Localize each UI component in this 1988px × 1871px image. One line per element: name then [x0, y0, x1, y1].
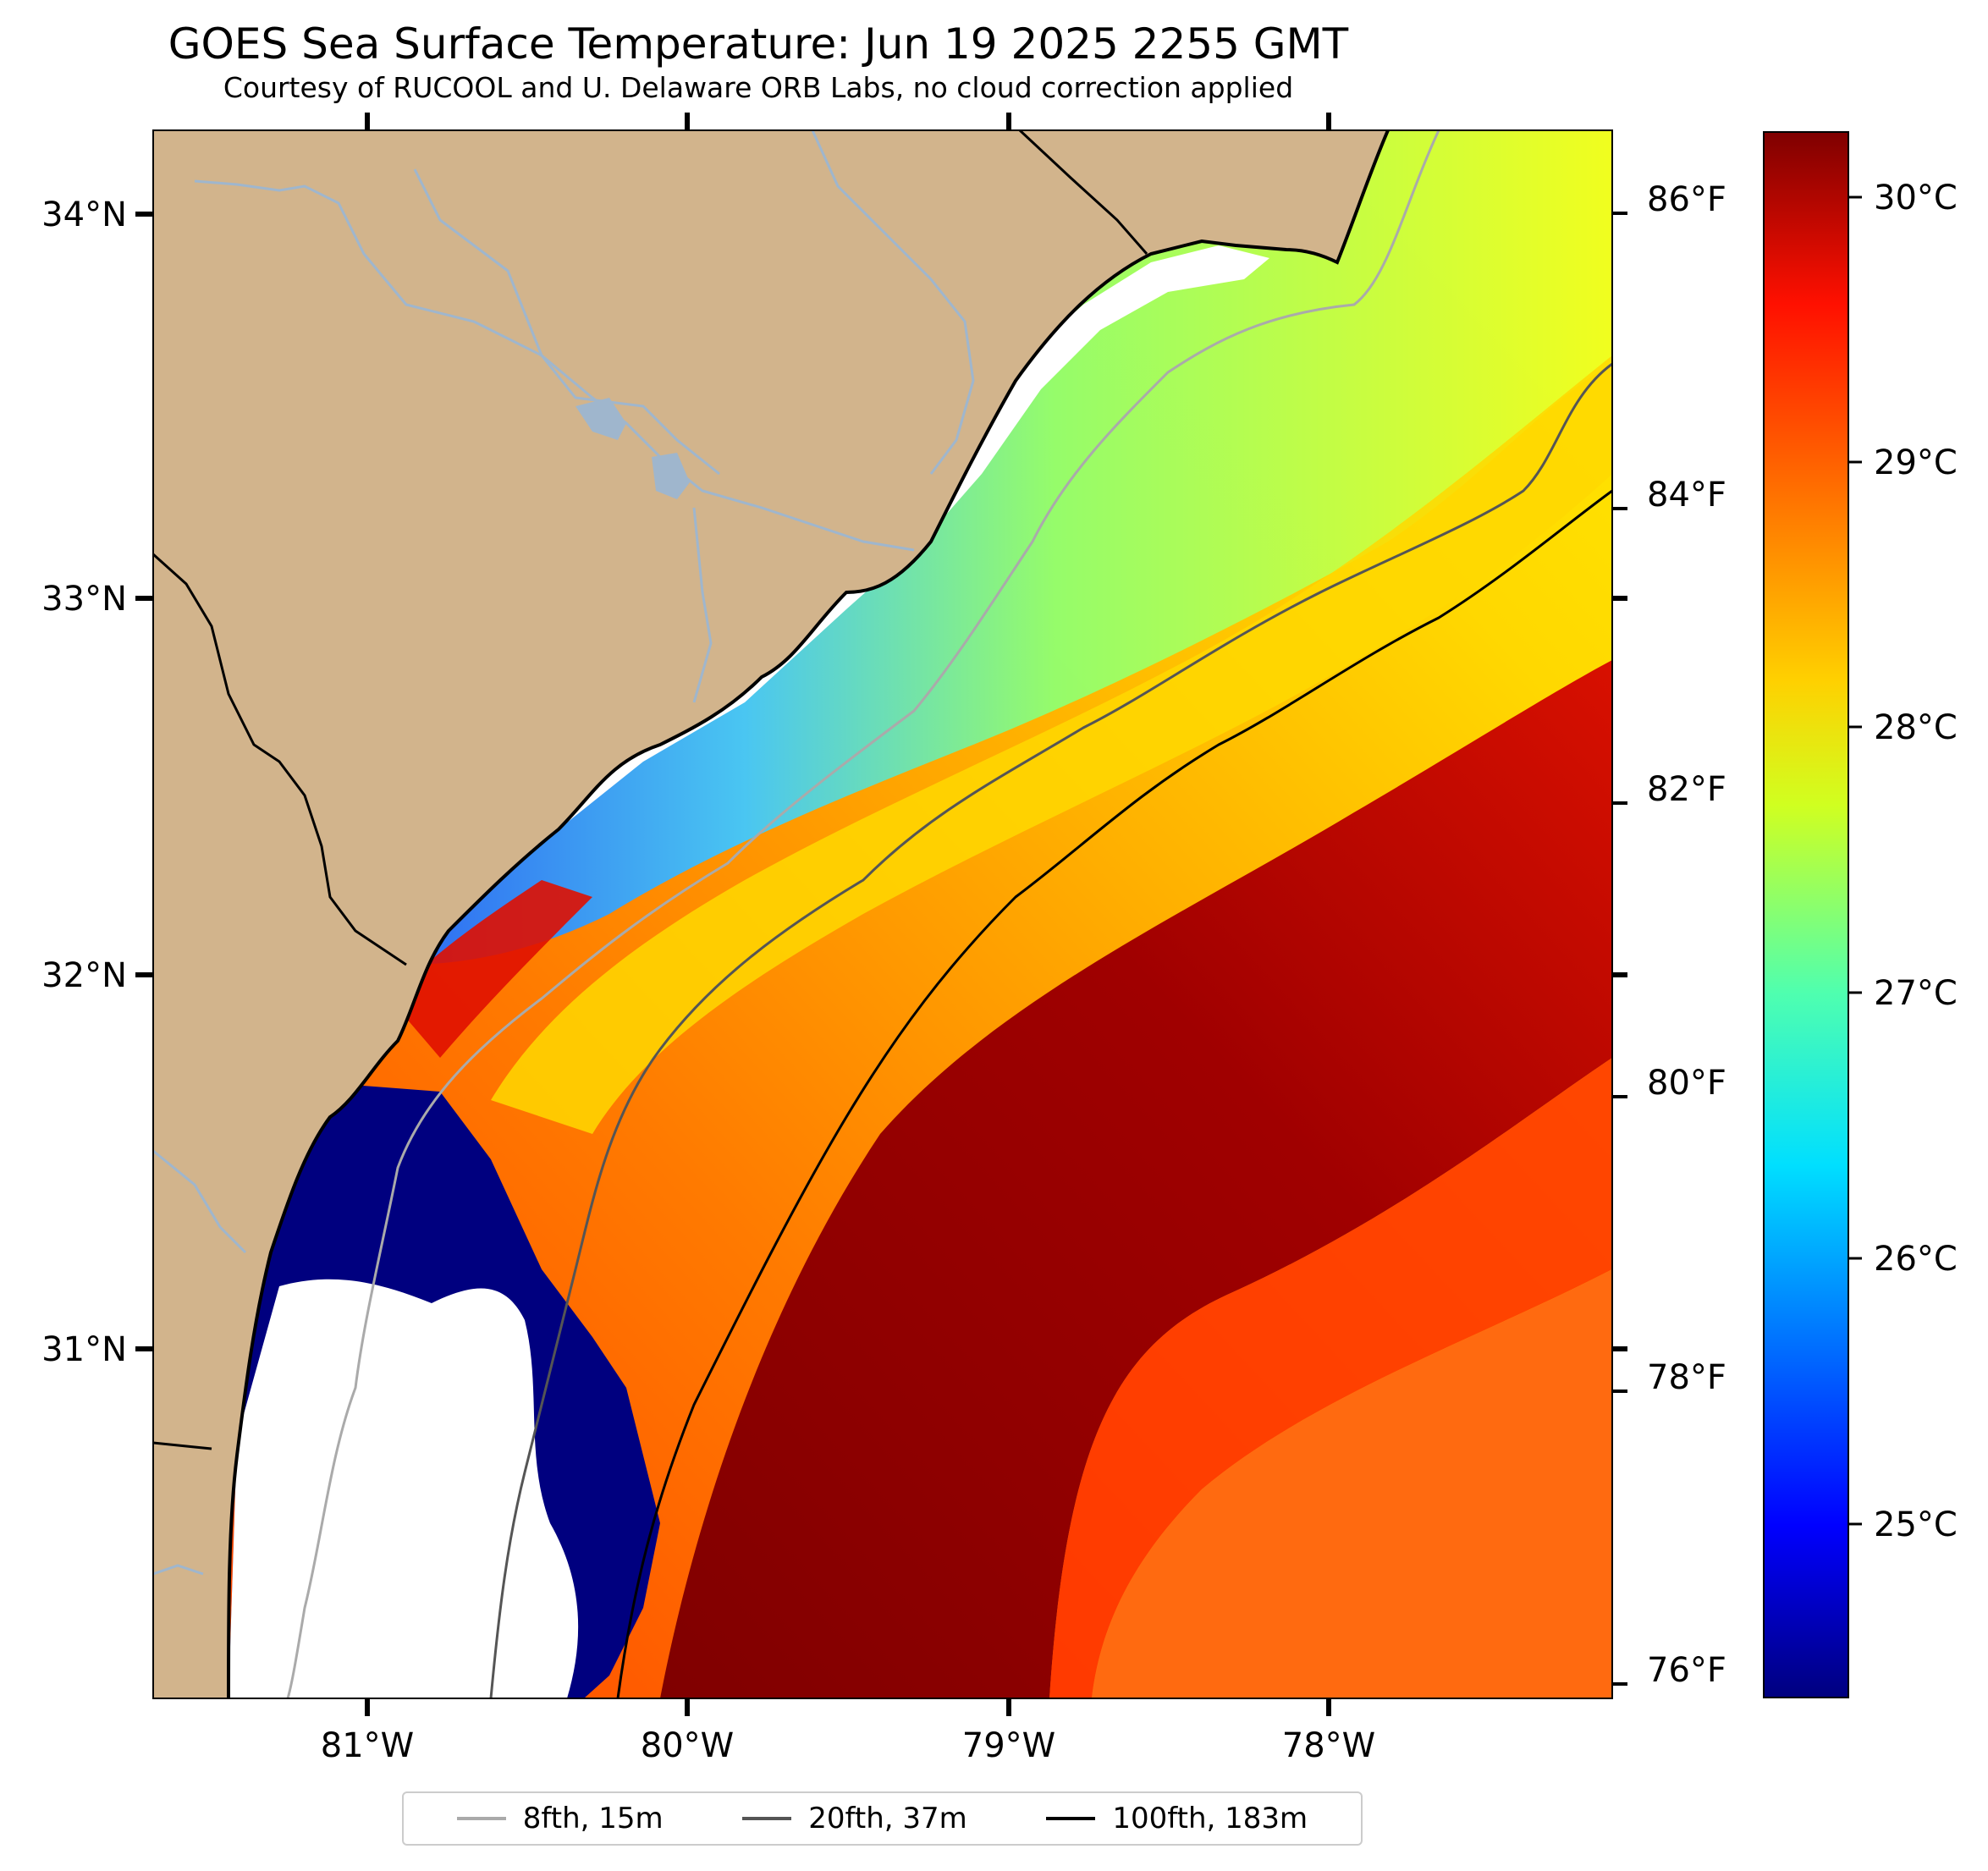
c-label-27: 27°C [1874, 974, 1958, 1013]
latitude-ticks [135, 212, 153, 1351]
legend-label: 100fth, 183m [1112, 1802, 1308, 1835]
offshore-orange-water [1092, 1269, 1612, 1698]
lake-marion [575, 398, 626, 440]
land-area [153, 130, 1388, 1698]
lon-label-80w: 80°W [641, 1726, 734, 1765]
map-frame [152, 129, 1613, 1699]
celsius-labels: 30°C 29°C 28°C 27°C 26°C 25°C [1874, 179, 1958, 1544]
fahrenheit-labels: 86°F 84°F 82°F 80°F 78°F 76°F [1647, 180, 1726, 1690]
state-borders [153, 130, 1148, 1450]
isobath-20fth [489, 362, 1612, 1698]
map-subtitle: Courtesy of RUCOOL and U. Delaware ORB L… [223, 71, 1294, 104]
c-label-29: 29°C [1874, 443, 1958, 482]
latitude-labels: 34°N 33°N 32°N 31°N [41, 195, 127, 1369]
rivers [153, 130, 975, 1576]
lat-label-32n: 32°N [41, 956, 127, 995]
inner-shelf-warm-strip [389, 880, 592, 1058]
f-label-78: 78°F [1647, 1358, 1726, 1397]
isobath-legend: 8fth, 15m 20fth, 37m 100fth, 183m [402, 1791, 1363, 1846]
f-label-76: 76°F [1647, 1651, 1726, 1690]
map-panel [153, 130, 1612, 1698]
legend-label: 8fth, 15m [522, 1802, 664, 1835]
coastline [227, 130, 1390, 1698]
mid-shelf-band [491, 355, 1612, 1134]
c-label-26: 26°C [1874, 1240, 1958, 1279]
lat-label-31n: 31°N [41, 1330, 127, 1369]
legend-item-100fth: 100fth, 183m [1046, 1802, 1308, 1835]
isobath-100fth [616, 489, 1612, 1698]
celsius-ticks [1848, 195, 1862, 1526]
shelf-cool-water [372, 130, 1612, 965]
legend-line-swatch [742, 1817, 792, 1820]
longitude-labels: 81°W 80°W 79°W 78°W [321, 1726, 1375, 1765]
lat-label-33n: 33°N [41, 580, 127, 619]
f-label-80: 80°F [1647, 1064, 1726, 1103]
fahrenheit-ticks [1612, 212, 1627, 1686]
legend-item-8fth: 8fth, 15m [456, 1802, 664, 1835]
lon-label-78w: 78°W [1282, 1726, 1375, 1765]
lon-label-81w: 81°W [321, 1726, 414, 1765]
c-label-25: 25°C [1874, 1505, 1958, 1544]
lake-moultrie [652, 453, 690, 499]
longitude-ticks [365, 113, 1331, 1716]
c-label-30: 30°C [1874, 179, 1958, 217]
legend-line-swatch [456, 1817, 506, 1820]
legend-label: 20fth, 37m [808, 1802, 967, 1835]
gulf-stream-offshore-red [1049, 1058, 1612, 1698]
colorbar [1763, 131, 1849, 1698]
gulf-stream-core [660, 660, 1612, 1698]
isobath-8fth [286, 130, 1440, 1698]
map-title: GOES Sea Surface Temperature: Jun 19 202… [168, 19, 1349, 69]
lon-label-79w: 79°W [962, 1726, 1055, 1765]
legend-line-swatch [1046, 1817, 1096, 1820]
lat-label-34n: 34°N [41, 195, 127, 234]
f-label-86: 86°F [1647, 180, 1726, 219]
f-label-82: 82°F [1647, 770, 1726, 809]
f-label-84: 84°F [1647, 476, 1726, 515]
c-label-28: 28°C [1874, 708, 1958, 747]
legend-item-20fth: 20fth, 37m [742, 1802, 967, 1835]
no-data-area [229, 1279, 579, 1698]
